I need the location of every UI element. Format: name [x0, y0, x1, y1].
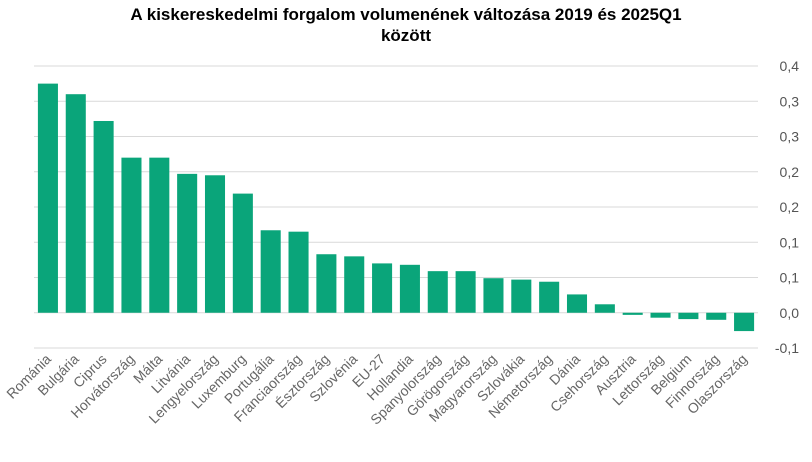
x-axis-labels: RomániaBulgáriaCiprusHorvátországMáltaLi…: [3, 351, 750, 428]
bar-11: [316, 254, 337, 313]
bar-7: [204, 175, 226, 313]
bar-2: [65, 94, 86, 313]
y-tick-label: -0,1: [775, 340, 799, 356]
bar-9: [260, 230, 281, 313]
bar-1: [37, 83, 58, 313]
chart-title-line-2: között: [380, 26, 432, 45]
bar-13: [372, 263, 393, 313]
bar-24: [678, 312, 699, 320]
bar-18: [511, 279, 532, 313]
bar-20: [566, 294, 588, 313]
bar-19: [539, 281, 560, 313]
bar-12: [344, 256, 365, 313]
bar-5: [149, 157, 170, 313]
y-tick-label: 0,1: [780, 270, 800, 286]
bar-25: [706, 312, 727, 320]
y-tick-label: 0,0: [780, 305, 800, 321]
bar-15: [427, 271, 448, 313]
chart-title-line-1: A kiskereskedelmi forgalom volumenének v…: [130, 5, 682, 24]
bars: [37, 83, 755, 332]
bar-26: [734, 312, 755, 332]
bar-21: [594, 304, 615, 313]
y-tick-label: 0,4: [780, 58, 800, 74]
gridlines: [34, 65, 758, 349]
bar-10: [288, 231, 309, 313]
bar-8: [232, 193, 253, 313]
bar-6: [177, 173, 198, 313]
bar-3: [93, 120, 114, 313]
y-axis-ticks: -0,1 0,0 0,1 0,1 0,2 0,2 0,3 0,3 0,4: [775, 58, 799, 356]
bar-17: [483, 278, 504, 313]
y-tick-label: 0,1: [780, 234, 800, 250]
y-tick-label: 0,2: [780, 199, 800, 215]
bar-16: [455, 271, 476, 313]
chart-title: A kiskereskedelmi forgalom volumenének v…: [0, 4, 812, 46]
bar-23: [650, 312, 671, 318]
bar-4: [121, 157, 142, 313]
y-tick-label: 0,3: [780, 93, 800, 109]
bar-22: [622, 312, 643, 315]
bar-14: [399, 264, 420, 313]
y-tick-label: 0,2: [780, 164, 800, 180]
y-tick-label: 0,3: [780, 129, 800, 145]
